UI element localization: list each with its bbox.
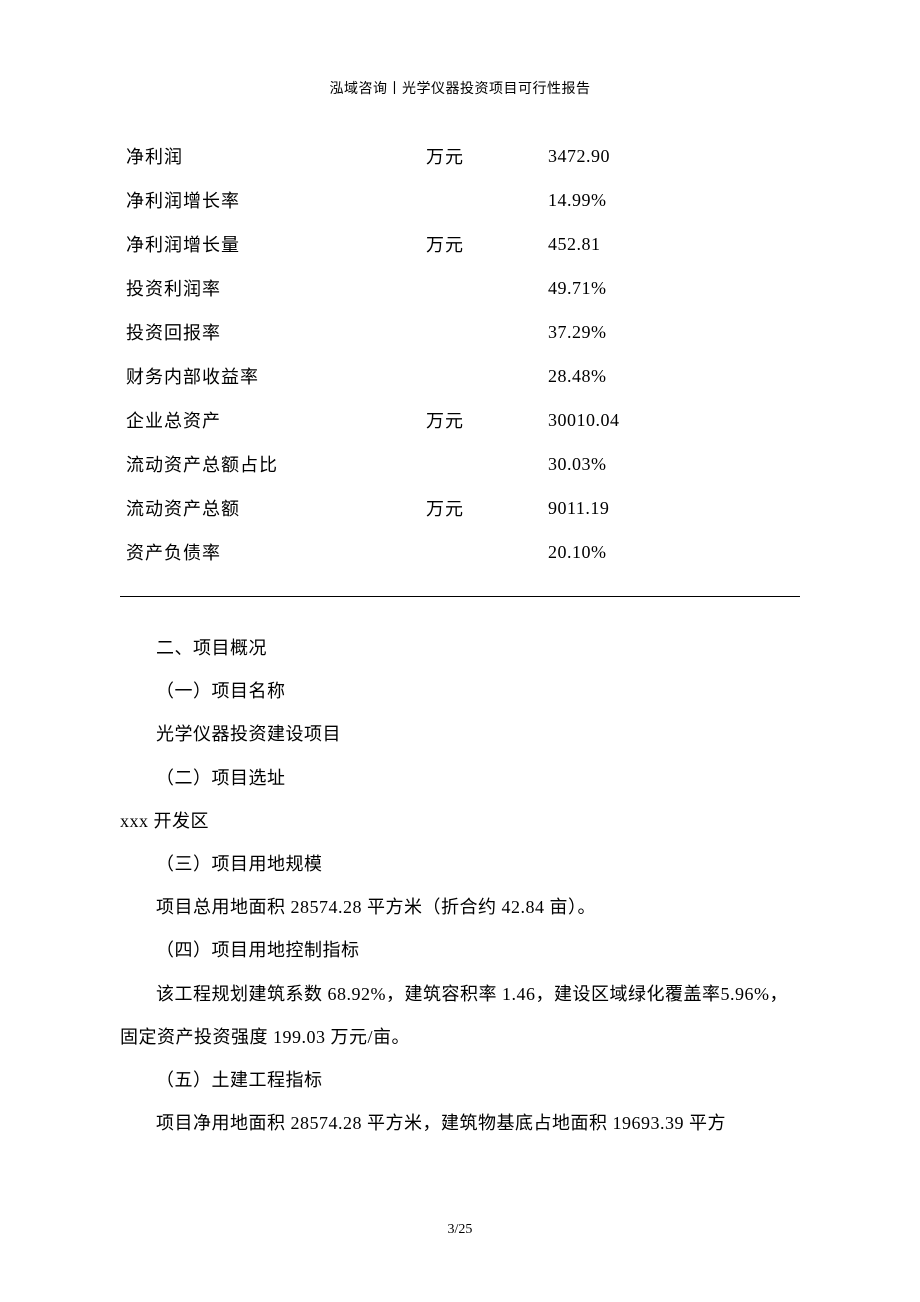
section-heading: 二、项目概况 [120,627,800,670]
item-text: 该工程规划建筑系数 68.92%，建筑容积率 1.46，建设区域绿化覆盖率5.9… [120,973,800,1059]
row-unit: 万元 [426,231,548,257]
table-row: 投资回报率 37.29% [120,310,800,354]
item-text: 项目净用地面积 28574.28 平方米，建筑物基底占地面积 19693.39 … [120,1102,800,1145]
row-value: 49.71% [548,278,800,299]
row-label: 投资利润率 [120,275,426,301]
page-header: 泓域咨询丨光学仪器投资项目可行性报告 [0,0,920,98]
content-area: 净利润 万元 3472.90 净利润增长率 14.99% 净利润增长量 万元 4… [0,98,920,1145]
header-text: 泓域咨询丨光学仪器投资项目可行性报告 [330,82,591,97]
row-unit: 万元 [426,495,548,521]
table-row: 流动资产总额 万元 9011.19 [120,486,800,530]
table-row: 流动资产总额占比 30.03% [120,442,800,486]
page-number: 3/25 [448,1222,473,1237]
row-label: 财务内部收益率 [120,363,426,389]
row-label: 流动资产总额占比 [120,451,426,477]
item-heading: （一）项目名称 [120,670,800,713]
table-row: 企业总资产 万元 30010.04 [120,398,800,442]
row-value: 37.29% [548,322,800,343]
item-heading: （五）土建工程指标 [120,1059,800,1102]
item-text: xxx 开发区 [120,800,800,843]
row-label: 资产负债率 [120,539,426,565]
row-value: 452.81 [548,234,800,255]
row-value: 3472.90 [548,146,800,167]
row-unit: 万元 [426,407,548,433]
row-label: 净利润增长率 [120,187,426,213]
row-label: 流动资产总额 [120,495,426,521]
table-row: 净利润增长率 14.99% [120,178,800,222]
row-value: 9011.19 [548,498,800,519]
row-label: 投资回报率 [120,319,426,345]
table-row: 投资利润率 49.71% [120,266,800,310]
section-overview: 二、项目概况 （一）项目名称 光学仪器投资建设项目 （二）项目选址 xxx 开发… [120,627,800,1145]
item-heading: （四）项目用地控制指标 [120,929,800,972]
table-row: 财务内部收益率 28.48% [120,354,800,398]
financial-table: 净利润 万元 3472.90 净利润增长率 14.99% 净利润增长量 万元 4… [120,134,800,574]
row-label: 净利润增长量 [120,231,426,257]
row-label: 净利润 [120,143,426,169]
page-footer: 3/25 [0,1222,920,1238]
item-text: 项目总用地面积 28574.28 平方米（折合约 42.84 亩）。 [120,886,800,929]
item-heading: （三）项目用地规模 [120,843,800,886]
row-label: 企业总资产 [120,407,426,433]
section-divider [120,596,800,597]
row-unit: 万元 [426,143,548,169]
table-row: 净利润增长量 万元 452.81 [120,222,800,266]
item-text: 光学仪器投资建设项目 [120,713,800,756]
item-heading: （二）项目选址 [120,757,800,800]
row-value: 20.10% [548,542,800,563]
table-row: 资产负债率 20.10% [120,530,800,574]
row-value: 28.48% [548,366,800,387]
row-value: 30010.04 [548,410,800,431]
row-value: 14.99% [548,190,800,211]
row-value: 30.03% [548,454,800,475]
table-row: 净利润 万元 3472.90 [120,134,800,178]
